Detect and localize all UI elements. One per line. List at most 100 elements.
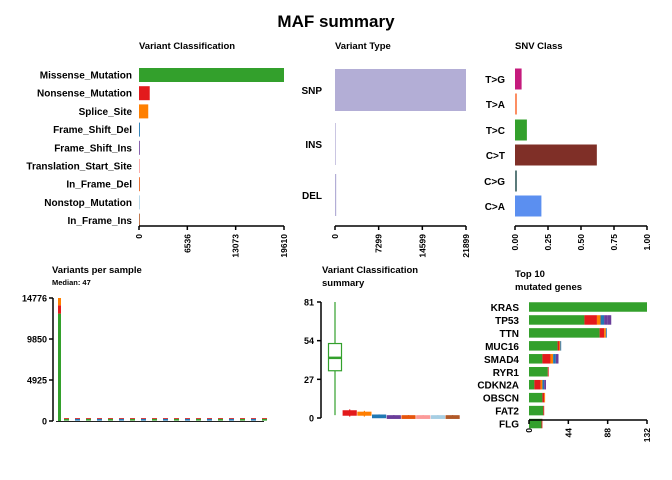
vps-y-tick-label: 14776 — [22, 294, 47, 304]
snv-category-label: C>G — [484, 177, 505, 188]
gene-bar-segment — [607, 315, 612, 325]
variant-type-title: Variant Type — [335, 41, 391, 52]
snv-bar — [515, 144, 597, 166]
vps-sample-bar — [251, 418, 256, 421]
gene-bar-segment — [560, 341, 562, 351]
snv-class-title: SNV Class — [515, 41, 563, 52]
vc-x-tick-label: 13073 — [231, 234, 241, 258]
vps-sample-bar — [119, 418, 124, 419]
gene-bar-segment — [529, 315, 585, 325]
vps-sample-bar — [141, 418, 146, 419]
vc-category-label: Frame_Shift_Ins — [54, 143, 132, 154]
gene-label: MUC16 — [485, 342, 519, 353]
snv-bar — [515, 195, 542, 217]
vc-bar — [139, 68, 284, 82]
gene-bar-segment — [529, 341, 558, 351]
vps-sample-bar — [58, 305, 61, 314]
gene-bar-segment — [529, 367, 548, 377]
gene-bar-segment — [534, 379, 541, 390]
gene-bar-segment — [604, 328, 606, 338]
vt-category-label: INS — [305, 140, 322, 151]
vps-sample-bar — [152, 418, 157, 421]
snv-category-label: T>G — [485, 75, 505, 86]
snv-x-tick-label: 0.00 — [510, 234, 520, 251]
vc-x-tick-label: 0 — [134, 234, 144, 239]
vps-sample-bar — [163, 418, 168, 419]
vps-sample-bar — [64, 418, 69, 419]
vt-x-tick-label: 0 — [330, 234, 340, 239]
snv-bar — [515, 170, 517, 192]
vps-sample-bar — [108, 418, 113, 419]
snv-bar — [515, 119, 527, 141]
vc-category-label: In_Frame_Del — [66, 180, 132, 191]
vps-sample-bar — [64, 418, 69, 421]
gene-bar-segment — [529, 328, 600, 338]
gene-label: OBSCN — [483, 394, 519, 405]
gene-label: FAT2 — [495, 407, 519, 418]
gene-bar-segment — [542, 392, 545, 403]
gene-bar-segment — [559, 341, 561, 351]
vps-sample-bar — [251, 418, 256, 419]
vcs-title: Variant Classification — [322, 265, 418, 276]
vt-x-tick-label: 14599 — [417, 234, 427, 258]
gene-bar-segment — [599, 328, 605, 338]
vc-bar — [139, 86, 150, 101]
genes-title: mutated genes — [515, 282, 582, 293]
vc-category-label: In_Frame_Ins — [68, 216, 133, 227]
gene-label: CDKN2A — [477, 381, 519, 392]
vps-sample-bar — [229, 418, 234, 421]
gene-label: KRAS — [491, 303, 520, 314]
vps-sample-bar — [58, 313, 61, 421]
vc-x-tick-label: 19610 — [279, 234, 289, 258]
vcs-title: summary — [322, 278, 365, 289]
vps-sample-bar — [152, 418, 157, 419]
vps-sample-bar — [108, 418, 113, 421]
gene-bar-segment — [542, 354, 551, 364]
genes-x-tick-label: 88 — [603, 428, 613, 438]
vps-sample-bar — [196, 418, 201, 421]
genes-title: Top 10 — [515, 269, 545, 280]
vps-sample-bar — [75, 418, 80, 421]
snv-category-label: C>A — [485, 202, 505, 213]
gene-bar-segment — [544, 379, 546, 390]
snv-x-tick-label: 0.25 — [543, 234, 553, 251]
vps-sample-bar — [262, 418, 267, 421]
snv-bar — [515, 93, 517, 115]
vps-sample-bar — [97, 418, 102, 421]
vps-sample-bar — [240, 418, 245, 421]
vps-y-tick-label: 0 — [42, 417, 47, 427]
vc-bar — [139, 195, 140, 210]
vps-sample-bar — [207, 418, 212, 419]
vt-bar — [335, 69, 466, 111]
gene-bar-segment — [557, 341, 560, 351]
gene-bar-segment — [547, 367, 549, 377]
gene-bar-segment — [529, 405, 544, 416]
vt-x-tick-label: 7299 — [374, 234, 384, 253]
vc-category-label: Nonsense_Mutation — [37, 89, 132, 100]
vc-x-tick-label: 6536 — [182, 234, 192, 253]
gene-bar-segment — [529, 379, 535, 390]
vc-category-label: Translation_Start_Site — [26, 162, 132, 173]
vps-sample-bar — [130, 418, 135, 421]
vt-bar — [335, 174, 337, 216]
gene-bar-segment — [555, 354, 559, 364]
variant-classification-title: Variant Classification — [139, 41, 235, 52]
vc-bar — [139, 140, 140, 155]
vps-sample-bar — [130, 418, 135, 419]
vcs-y-tick-label: 81 — [304, 298, 314, 308]
vc-bar — [139, 177, 140, 192]
vps-sample-bar — [58, 298, 61, 306]
vps-sample-bar — [207, 418, 212, 421]
snv-x-tick-label: 1.00 — [642, 234, 652, 251]
vps-y-tick-label: 9850 — [27, 335, 47, 345]
snv-x-tick-label: 0.75 — [609, 234, 619, 251]
snv-category-label: C>T — [486, 151, 505, 162]
vt-category-label: SNP — [301, 86, 322, 97]
vt-category-label: DEL — [302, 191, 322, 202]
gene-bar-segment — [600, 315, 605, 325]
gene-bar-segment — [553, 354, 556, 364]
gene-bar-segment — [596, 315, 601, 325]
vps-sample-bar — [240, 418, 245, 419]
gene-bar-segment — [604, 315, 608, 325]
